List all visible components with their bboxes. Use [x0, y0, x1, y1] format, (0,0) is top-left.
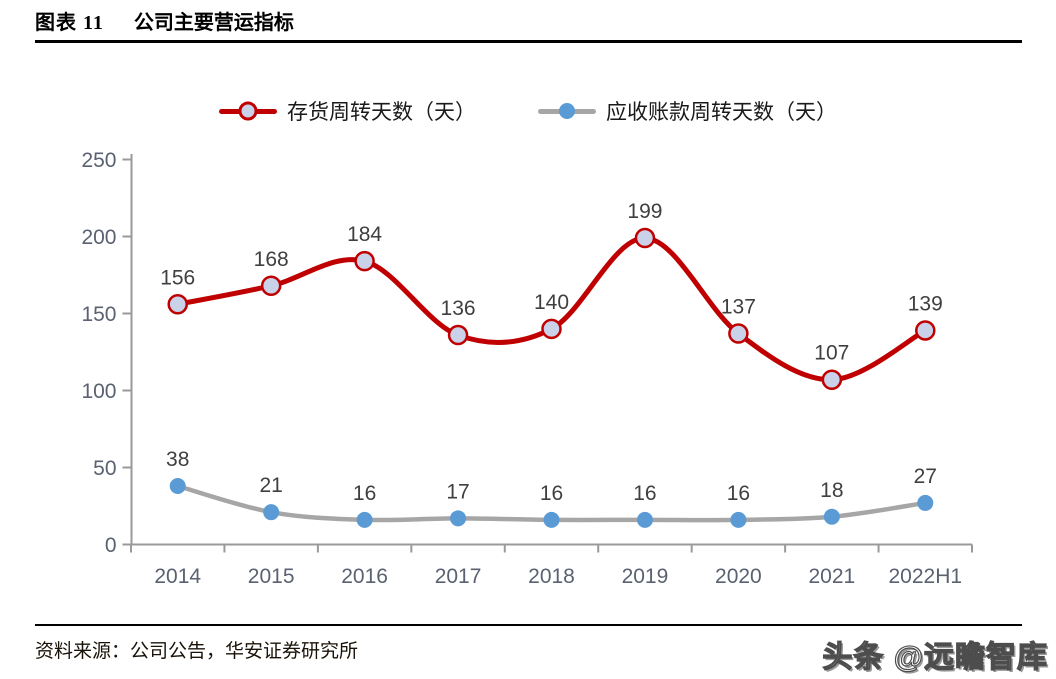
data-point-marker	[543, 511, 560, 528]
data-point-marker	[730, 511, 747, 528]
data-label: 16	[633, 482, 656, 505]
source-note: 资料来源：公司公告，华安证券研究所	[35, 641, 359, 662]
data-point-marker	[169, 477, 186, 494]
data-point-marker	[636, 511, 653, 528]
data-point-marker	[447, 324, 469, 346]
data-label: 139	[908, 292, 943, 315]
data-point-marker	[260, 275, 282, 297]
data-label: 156	[160, 266, 195, 289]
legend-dot-swatch	[238, 101, 258, 121]
line-marker-icon	[219, 100, 277, 122]
data-label: 184	[347, 223, 382, 246]
data-point-marker	[917, 494, 934, 511]
data-point-marker	[450, 510, 467, 527]
footer-divider	[35, 624, 1022, 626]
title-divider	[35, 40, 1022, 43]
data-label: 199	[627, 200, 662, 223]
data-point-marker	[634, 227, 656, 249]
x-axis-tick-label: 2022H1	[888, 565, 962, 588]
data-point-marker	[821, 369, 843, 390]
chart-legend: 存货周转天数（天） 应收账款周转天数（天）	[0, 96, 1056, 126]
data-label: 27	[914, 465, 937, 488]
x-axis-tick-label: 2018	[528, 565, 575, 588]
data-label: 21	[259, 474, 282, 497]
x-axis-tick-label: 2020	[715, 565, 762, 588]
x-axis-tick-label: 2014	[154, 565, 201, 588]
figure-title: 图表 11 公司主要营运指标	[35, 6, 294, 35]
data-point-marker	[541, 318, 562, 340]
data-label: 168	[254, 248, 289, 271]
x-axis-tick-label: 2017	[435, 565, 482, 588]
data-point-marker	[728, 323, 749, 344]
legend-label: 应收账款周转天数（天）	[606, 100, 837, 124]
data-point-marker	[354, 250, 375, 272]
data-point-marker	[915, 320, 936, 341]
data-label: 140	[534, 291, 569, 314]
data-label: 136	[441, 297, 476, 320]
data-label: 17	[446, 480, 469, 503]
data-label: 107	[814, 342, 849, 365]
data-point-marker	[263, 504, 280, 521]
legend-item-receivable-turnover-days: 应收账款周转天数（天）	[538, 96, 837, 126]
series-line-0	[175, 235, 928, 383]
watermark: 头条 @远瞻智库	[822, 640, 1048, 674]
line-marker-icon	[538, 100, 596, 122]
x-axis-tick-label: 2021	[808, 565, 855, 588]
data-label: 16	[353, 482, 376, 505]
legend-label: 存货周转天数（天）	[287, 100, 476, 124]
figure-label: 图表 11	[35, 12, 104, 34]
y-axis-tick-label: 0	[105, 534, 117, 557]
x-axis-tick-label: 2016	[341, 565, 388, 588]
data-label: 38	[166, 448, 189, 471]
data-label: 18	[820, 479, 843, 502]
y-axis-tick-label: 100	[81, 380, 116, 403]
legend-item-inventory-turnover-days: 存货周转天数（天）	[219, 96, 476, 126]
figure-title-text: 公司主要营运指标	[133, 12, 294, 34]
data-label: 16	[540, 482, 563, 505]
y-axis-tick-label: 200	[81, 226, 116, 249]
data-point-marker	[823, 508, 840, 525]
data-point-marker	[167, 294, 188, 315]
data-label: 137	[721, 296, 756, 319]
data-label: 16	[727, 482, 750, 505]
x-axis-tick-label: 2015	[248, 565, 295, 588]
y-axis-tick-label: 250	[81, 149, 116, 172]
legend-dot-swatch	[559, 103, 575, 119]
x-axis-tick-label: 2019	[622, 565, 669, 588]
data-point-marker	[356, 511, 373, 528]
y-axis-tick-label: 150	[81, 303, 116, 326]
y-axis-tick-label: 50	[93, 457, 116, 480]
